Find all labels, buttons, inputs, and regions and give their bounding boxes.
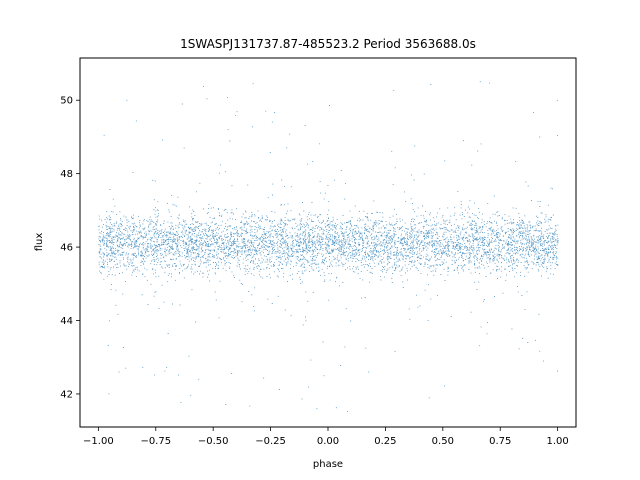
x-tick-label: −1.00 [83,436,114,447]
x-tick-label: −0.50 [198,436,229,447]
y-tick-label: 46 [60,243,73,254]
x-axis: −1.00 −0.75 −0.50 −0.25 0.00 0.25 0.50 0.75 1.00 [83,427,569,447]
y-axis: 42 44 46 48 50 [60,96,80,400]
x-tick-label: −0.25 [255,436,286,447]
x-tick-label: 0.50 [432,436,454,447]
data-points [98,81,559,412]
x-tick-label: −0.75 [140,436,171,447]
y-tick-label: 50 [60,96,73,107]
y-axis-label: flux [34,233,45,252]
y-tick-label: 42 [60,389,73,400]
y-tick-label: 44 [60,316,73,327]
x-tick-label: 0.00 [317,436,339,447]
scatter-points [98,81,559,412]
x-tick-label: 0.75 [489,436,511,447]
x-tick-label: 0.25 [374,436,396,447]
x-axis-label: phase [313,459,343,470]
x-tick-label: 1.00 [546,436,568,447]
y-tick-label: 48 [60,169,73,180]
chart-title: 1SWASPJ131737.87-485523.2 Period 3563688… [180,37,476,51]
